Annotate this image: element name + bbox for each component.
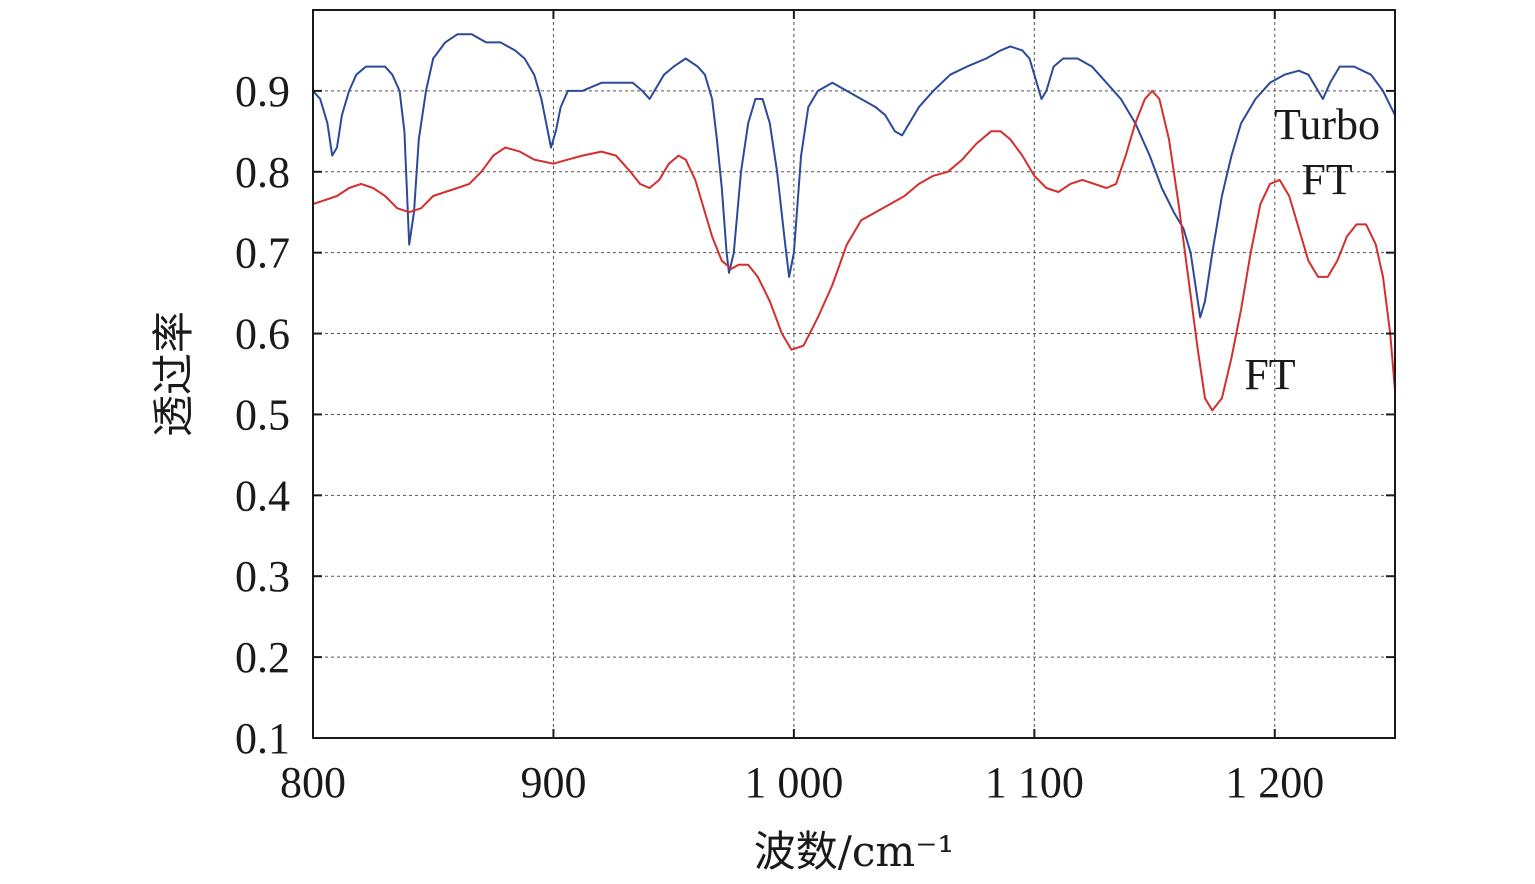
- x-tick-label: 900: [520, 758, 586, 807]
- annotation-turbo-ft: FT: [1301, 155, 1352, 204]
- y-tick-label: 0.4: [235, 471, 290, 520]
- series-line-ft: [312, 89, 1396, 412]
- x-tick-label: 1 100: [985, 758, 1084, 807]
- y-tick-label: 0.2: [235, 633, 290, 682]
- x-tick-label: 800: [280, 758, 346, 807]
- series-layer: [312, 33, 1396, 412]
- x-tick-labels: 800 900 1 000 1 100 1 200: [280, 758, 1324, 807]
- plot-frame: [312, 9, 1396, 739]
- x-tick-label: 1 200: [1225, 758, 1324, 807]
- y-tick-label: 0.5: [235, 390, 290, 439]
- y-tick-label: 0.6: [235, 310, 290, 359]
- series-line-turbo-ft: [312, 33, 1396, 319]
- annotation-turbo: Turbo: [1274, 100, 1380, 149]
- y-tick-label: 0.1: [235, 714, 290, 763]
- y-axis-title: 透过率: [149, 311, 198, 437]
- y-tick-label: 0.7: [235, 229, 290, 278]
- y-tick-labels: 0.1 0.2 0.3 0.4 0.5 0.6 0.7 0.8 0.9: [235, 67, 290, 763]
- grid-lines: [313, 10, 1395, 738]
- y-tick-label: 0.3: [235, 552, 290, 601]
- axis-ticks: [312, 10, 1395, 739]
- y-tick-label: 0.8: [235, 148, 290, 197]
- x-axis-title: 波数/cm⁻¹: [754, 827, 955, 876]
- annotation-ft: FT: [1244, 350, 1295, 399]
- y-tick-label: 0.9: [235, 67, 290, 116]
- x-tick-label: 1 000: [744, 758, 843, 807]
